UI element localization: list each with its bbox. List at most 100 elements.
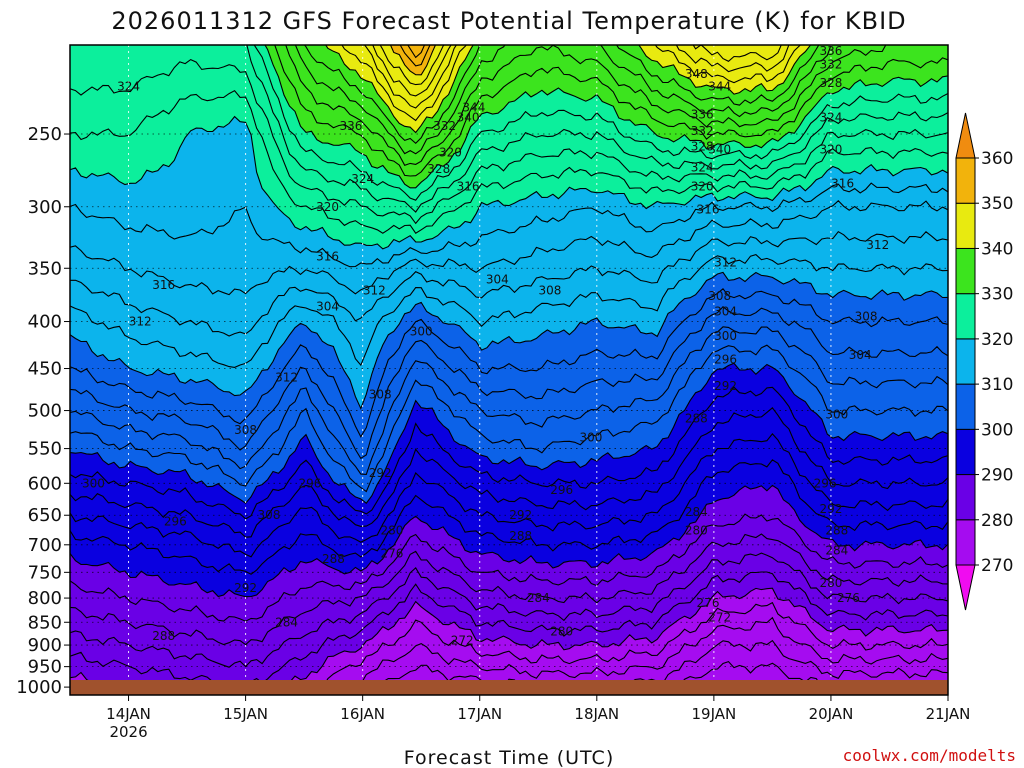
contour-label: 320 (819, 143, 842, 157)
contour-label: 324 (691, 161, 714, 175)
contour-label: 280 (380, 523, 403, 537)
colorbar-low-arrow (955, 564, 976, 611)
contour-label: 304 (486, 273, 509, 287)
contour-label: 296 (550, 483, 573, 497)
y-tick-label: 400 (28, 312, 62, 333)
source-credit[interactable]: coolwx.com/modelts (843, 746, 1016, 765)
contour-label: 316 (152, 278, 175, 292)
colorbar-segment-310 (955, 338, 976, 385)
contour-label: 296 (299, 476, 322, 490)
isentrope-298 (70, 386, 948, 520)
colorbar-label: 330 (981, 285, 1013, 305)
contour-label: 324 (819, 111, 842, 125)
colorbar-segment-270 (955, 519, 976, 566)
isentrope-308 (70, 288, 948, 438)
y-tick-label: 600 (28, 473, 62, 494)
y-tick-label: 1000 (16, 677, 62, 698)
contour-label: 308 (708, 289, 731, 303)
isentrope-338 (303, 45, 820, 145)
color-band-320-330 (70, 45, 948, 249)
colorbar-segment-300 (955, 383, 976, 430)
contour-label: 280 (819, 576, 842, 590)
contour-label: 316 (457, 179, 480, 193)
contour-label: 312 (714, 256, 737, 270)
contour-label: 292 (234, 581, 257, 595)
isentrope-320 (70, 115, 948, 250)
colorbar-segment-320 (955, 293, 976, 340)
contour-label: 292 (714, 379, 737, 393)
colorbar-label: 350 (981, 194, 1013, 214)
contour-label: 332 (433, 119, 456, 133)
colorbar-label: 280 (981, 511, 1013, 531)
contour-label: 288 (825, 523, 848, 537)
isentrope-contours (70, 45, 948, 695)
contour-label: 272 (451, 634, 474, 648)
contour-label: 272 (708, 611, 731, 625)
colorbar: 270 280 290 300 310 320 330 340 350 360 (955, 112, 1013, 611)
contour-label: 276 (380, 546, 403, 560)
contour-label: 308 (258, 508, 281, 522)
y-tick-label: 300 (28, 197, 62, 218)
x-tick-label: 16JAN (340, 705, 385, 723)
isentrope-322 (70, 90, 948, 234)
contour-label: 288 (509, 529, 532, 543)
contour-label: 308 (855, 310, 878, 324)
contour-label: 296 (814, 476, 837, 490)
isentrope-286 (70, 533, 948, 646)
contour-label: 348 (685, 67, 708, 81)
contour-label: 276 (697, 596, 720, 610)
colorbar-label: 270 (981, 556, 1013, 576)
isentrope-278 (320, 601, 948, 695)
contour-label: 296 (714, 353, 737, 367)
color-band-350-360 (390, 45, 436, 75)
contour-label: 312 (363, 283, 386, 297)
isentrope-294 (70, 433, 948, 558)
contour-label: 300 (410, 324, 433, 338)
colorbar-segment-280 (955, 474, 976, 521)
isentrope-318 (70, 182, 948, 268)
isentrope-276 (347, 616, 948, 695)
contour-label: 304 (714, 304, 737, 318)
y-tick-label: 450 (28, 359, 62, 380)
x-axis-label: Forecast Time (UTC) (404, 747, 614, 768)
color-band-330-340 (264, 45, 948, 188)
y-tick-label: 800 (28, 588, 62, 609)
y-tick-label: 250 (28, 124, 62, 145)
ground-surface (70, 680, 948, 695)
contour-label: 284 (685, 505, 708, 519)
isentrope-288 (70, 513, 948, 622)
chart-title: 2026011312 GFS Forecast Potential Temper… (111, 7, 906, 35)
isentrope-292 (70, 459, 948, 575)
isentrope-304 (70, 326, 948, 475)
contour-label: 300 (579, 431, 602, 445)
colorbar-label: 310 (981, 375, 1013, 395)
contour-label: 300 (82, 476, 105, 490)
isentrope-312 (70, 253, 948, 368)
isentrope-300 (70, 362, 948, 504)
contour-label: 288 (322, 552, 345, 566)
color-band-270-280 (70, 588, 948, 695)
isentrope-306 (70, 306, 948, 460)
colorbar-label: 360 (981, 149, 1013, 169)
isentrope-314 (70, 230, 948, 337)
isentrope-290 (70, 484, 948, 598)
contour-label: 292 (369, 466, 392, 480)
plot-area: 300 324 312 316 296 288 292 308 312 308 284 296 320 3… (70, 45, 948, 695)
isentrope-316 (70, 200, 948, 296)
colorbar-label: 340 (981, 239, 1013, 259)
contour-label: 284 (275, 615, 298, 629)
contour-label: 288 (152, 629, 175, 643)
isentrope-334 (285, 45, 887, 166)
colorbar-label: 290 (981, 466, 1013, 486)
color-bands (70, 45, 948, 695)
color-band-280-290 (70, 485, 948, 695)
y-tick-label: 350 (28, 258, 62, 279)
contour-label: 344 (708, 80, 731, 94)
colorbar-segment-290 (955, 428, 976, 476)
isentrope-284 (70, 552, 948, 668)
y-tick-label: 550 (28, 439, 62, 460)
contour-labels: 300 324 312 316 296 288 292 308 312 308 284 296 320 3… (82, 45, 889, 648)
contour-label: 312 (129, 315, 152, 329)
contour-label: 324 (117, 80, 140, 94)
